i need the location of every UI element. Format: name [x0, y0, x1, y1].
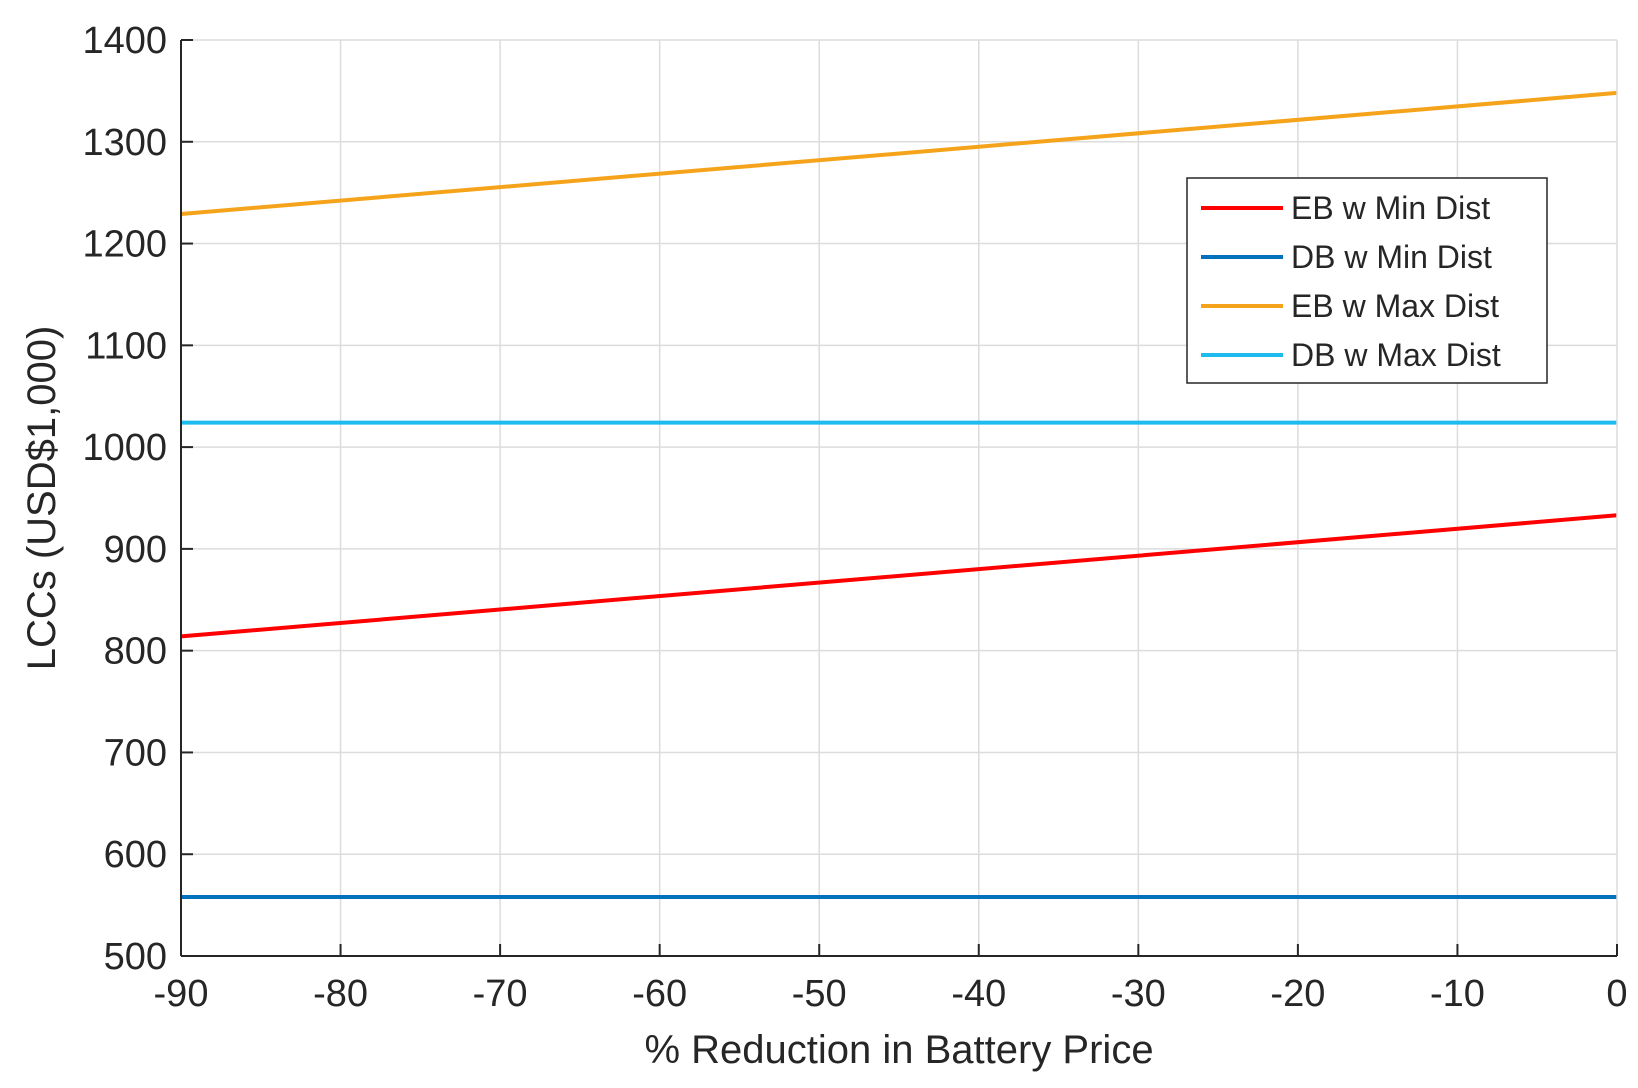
- y-tick-label: 500: [104, 936, 167, 978]
- x-tick-label: -60: [632, 973, 687, 1015]
- y-tick-label: 1300: [82, 122, 167, 164]
- x-tick-label: -20: [1270, 973, 1325, 1015]
- x-axis-title: % Reduction in Battery Price: [644, 1028, 1153, 1072]
- y-tick-label: 1200: [82, 224, 167, 266]
- legend-label: EB w Max Dist: [1291, 288, 1499, 324]
- x-tick-label: -90: [154, 973, 209, 1015]
- legend-label: DB w Min Dist: [1291, 239, 1492, 275]
- y-tick-label: 800: [104, 631, 167, 673]
- y-tick-label: 900: [104, 529, 167, 571]
- legend-box: [1186, 177, 1548, 384]
- y-tick-label: 1000: [82, 427, 167, 469]
- series-line-eb-w-max-dist: [180, 90, 1618, 217]
- series-lines: [180, 90, 1618, 899]
- series-line-eb-w-min-dist: [180, 513, 1618, 639]
- x-tick-label: 0: [1606, 973, 1627, 1015]
- legend: EB w Min Dist DB w Min Dist EB w Max Dist D…: [1186, 177, 1548, 384]
- x-tick-label: -80: [313, 973, 368, 1015]
- y-tick-label: 1100: [85, 325, 167, 367]
- axes: [180, 39, 1618, 957]
- y-tick-label: 700: [104, 732, 167, 774]
- y-axis-title: LCCs (USD$1,000): [20, 326, 64, 671]
- x-tick-label: -10: [1430, 973, 1485, 1015]
- y-tick-label: 1400: [82, 20, 167, 62]
- legend-label: EB w Min Dist: [1291, 190, 1490, 226]
- tick-labels: -90 -80 -70 -60 -50 -40 -30 -20 -10 0 500 600 700 800…: [82, 20, 1627, 1015]
- x-tick-label: -70: [473, 973, 528, 1015]
- y-tick-label: 600: [104, 834, 167, 876]
- x-tick-label: -40: [951, 973, 1006, 1015]
- legend-label: DB w Max Dist: [1291, 337, 1501, 373]
- x-tick-label: -30: [1111, 973, 1166, 1015]
- x-tick-label: -50: [792, 973, 847, 1015]
